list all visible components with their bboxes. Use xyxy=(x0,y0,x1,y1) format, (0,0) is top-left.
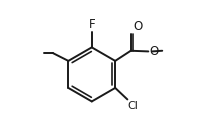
Text: O: O xyxy=(149,45,158,58)
Text: F: F xyxy=(89,18,95,31)
Text: Cl: Cl xyxy=(128,101,138,111)
Text: O: O xyxy=(133,20,142,33)
